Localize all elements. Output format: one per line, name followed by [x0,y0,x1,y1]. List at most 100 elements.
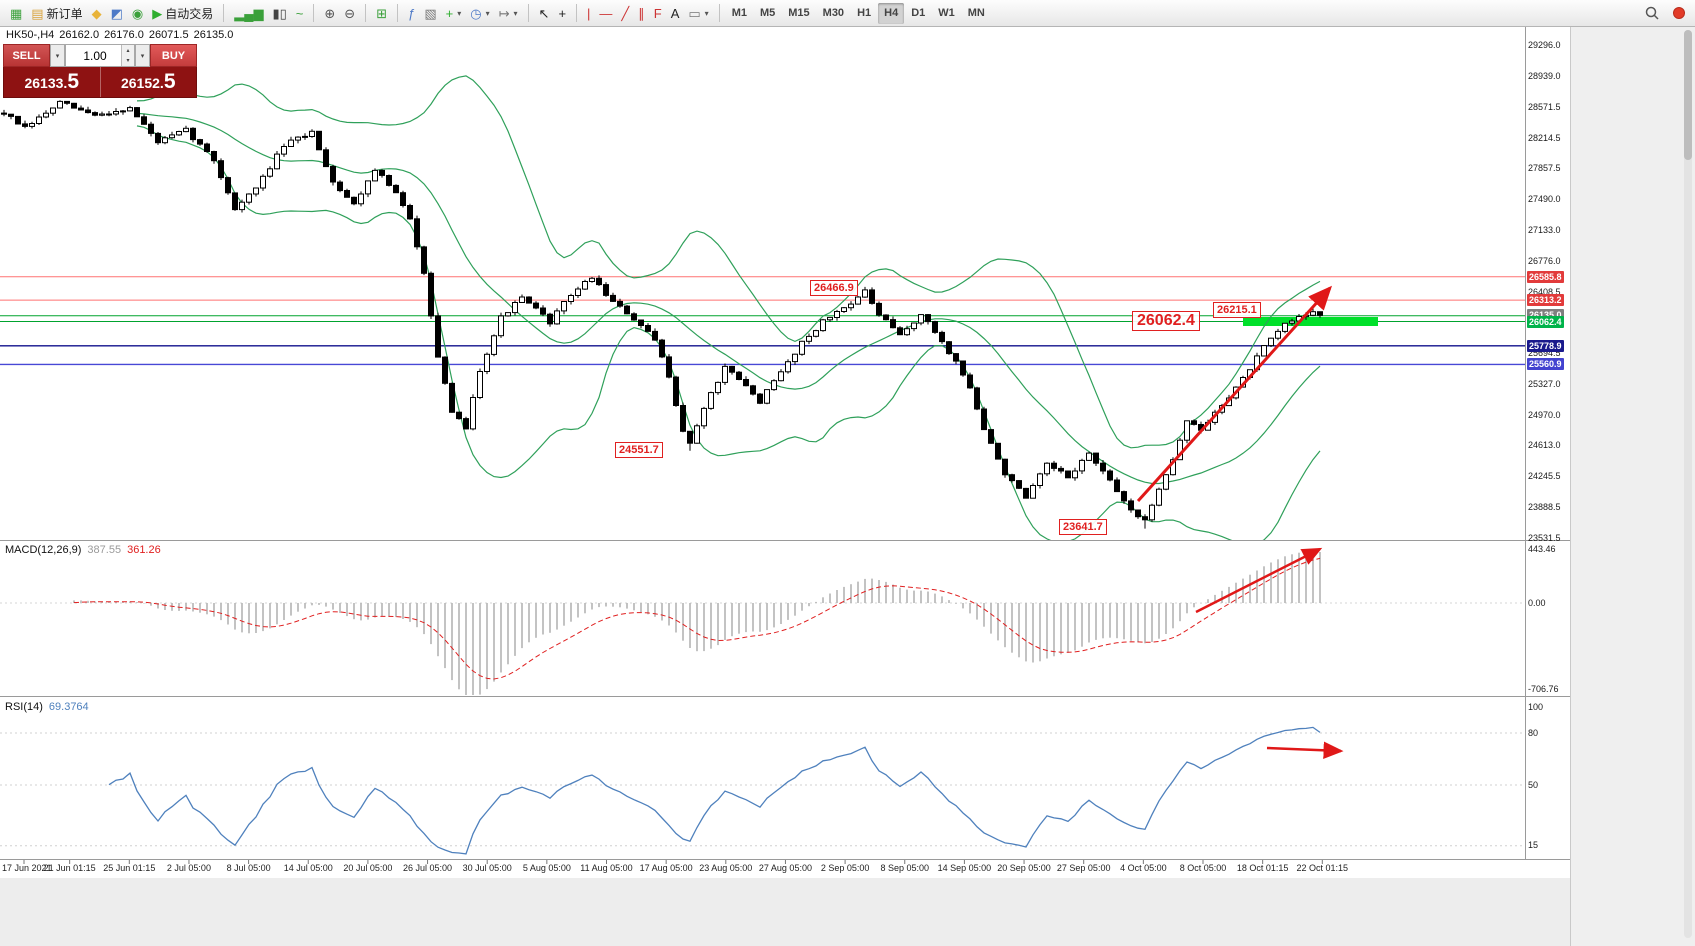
axis-label: 24245.5 [1528,471,1561,481]
timeframe-m15[interactable]: M15 [788,7,810,19]
sell-button[interactable]: SELL [3,44,50,67]
cursor-button[interactable]: ↖ [535,3,554,24]
low-value: 26071.5 [148,29,189,41]
dropdown-caret-icon: ▾ [704,8,709,18]
price-annotation[interactable]: 26215.1 [1213,302,1261,318]
cursor-icon: ↖ [538,5,550,21]
chart-ohlc-info: HK50-,H4 26162.0 26176.0 26071.5 26135.0 [6,29,238,41]
time-axis-label: 20 Jul 05:00 [343,863,393,873]
sell-dropdown[interactable]: ▾ [50,44,65,67]
timeframe-h4[interactable]: H4 [878,2,905,24]
time-axis-label: 26 Jul 05:00 [403,863,453,873]
toolbar-right [1641,3,1689,24]
buy-price[interactable]: 26152. 5 [120,70,176,93]
trend-arrow[interactable] [1195,547,1323,614]
tile-windows-button[interactable]: ⊞ [372,3,391,24]
line-chart-mode-button[interactable]: ~ [292,3,308,24]
objects-icon: ▧ [424,5,437,21]
toolbar-separator [397,4,399,22]
support-zone-highlight[interactable] [1243,317,1378,326]
profiles-button[interactable]: ◆ [88,3,106,24]
axis-label: 24613.0 [1528,440,1561,450]
candlestick-mode-button[interactable]: ▮▯ [268,3,290,24]
macd-signal-line [73,557,1321,680]
axis-label: 50 [1528,780,1539,790]
community-button[interactable]: ◉ [128,3,147,24]
periods-button[interactable]: ◷ ▾ [466,3,493,24]
axis-label: 25694.5 [1528,348,1561,358]
trend-arrow[interactable] [1266,741,1344,760]
price-annotation[interactable]: 26062.4 [1132,311,1200,331]
vertical-scrollbar[interactable] [1684,30,1692,938]
horizontal-lines[interactable] [0,276,1525,366]
text-icon: A [670,5,680,21]
timeframe-m1[interactable]: M1 [731,7,747,19]
buy-button[interactable]: BUY [150,44,197,67]
timeframe-mn[interactable]: MN [967,7,985,19]
volume-input[interactable] [66,45,134,66]
chart-window-button[interactable]: ▦ [6,3,26,24]
zoom-out-button[interactable]: ⊖ [340,3,359,24]
price-tag: 26585.8 [1527,271,1564,283]
toolbar-separator [223,4,225,22]
chart-shift-button[interactable]: ↦ ▾ [495,3,522,24]
bar-chart-mode-button[interactable]: ▂▄▆ [230,3,267,24]
horizontal-line-button[interactable]: — [595,3,616,24]
volume-up-button[interactable]: ▴ [122,45,134,56]
timeframe-h1[interactable]: H1 [857,7,872,19]
channel-button[interactable]: ∥ [634,3,649,24]
text-button[interactable]: A [667,3,684,24]
time-axis-label: 17 Jun 2021 [2,863,52,873]
autotrade-button-label: 自动交易 [165,6,214,21]
search-button[interactable] [1641,3,1663,24]
market-watch-icon: ◩ [110,5,123,21]
toolbar-separator [718,4,720,22]
timeframe-m5[interactable]: M5 [759,7,776,19]
time-axis-label: 4 Oct 05:00 [1120,863,1167,873]
trend-arrow[interactable] [1136,285,1333,503]
price-tag: 26313.2 [1527,294,1564,306]
axis-label: 23531.5 [1528,533,1561,543]
toolbar-separator [576,4,578,22]
add-indicator-button[interactable]: + ▾ [442,3,466,24]
time-axis-label: 18 Oct 01:15 [1236,863,1289,873]
time-axis-label: 2 Sep 05:00 [820,863,870,873]
fibonacci-button[interactable]: F [650,3,666,24]
trendline-button[interactable]: ╱ [617,3,633,24]
axis-label: 100 [1528,702,1544,712]
price-annotation[interactable]: 24551.7 [615,442,663,458]
zoom-in-button[interactable]: ⊕ [320,3,339,24]
sell-price[interactable]: 26133. 5 [4,67,101,97]
timeframe-m30[interactable]: M30 [822,7,845,19]
time-axis-label: 17 Aug 05:00 [639,863,693,873]
price-tag: 25778.9 [1527,340,1564,352]
buy-dropdown[interactable]: ▾ [135,44,150,67]
scrollbar-thumb[interactable] [1684,30,1692,160]
toolbar-separator [365,4,367,22]
price-annotation[interactable]: 26466.9 [810,280,858,296]
time-axis-label: 27 Sep 05:00 [1056,863,1111,873]
new-order-button[interactable]: ▤ 新订单 [27,3,86,24]
objects-list-button[interactable]: ▧ [420,3,440,24]
notification-badge-icon[interactable] [1673,7,1685,19]
rsi-line [108,726,1321,855]
autotrade-button[interactable]: ▶ 自动交易 [148,3,217,24]
price-tag: 25560.9 [1527,358,1564,370]
chevron-down-icon: ▾ [55,52,60,60]
volume-down-button[interactable]: ▾ [122,55,134,66]
axis-label: 27857.5 [1528,163,1561,173]
clock-icon: ◷ [470,5,482,21]
axis-label: 27490.0 [1528,194,1561,204]
timeframe-d1[interactable]: D1 [911,7,926,19]
crosshair-button[interactable]: + [554,3,570,24]
shapes-button[interactable]: ▭ ▾ [684,3,712,24]
vertical-line-button[interactable]: | [583,3,594,24]
indicators-button[interactable]: ƒ [404,3,419,24]
time-axis-label: 27 Aug 05:00 [758,863,812,873]
time-axis-label: 8 Sep 05:00 [880,863,930,873]
timeframe-w1[interactable]: W1 [938,7,955,19]
market-watch-button[interactable]: ◩ [107,3,127,24]
price-annotation[interactable]: 23641.7 [1059,519,1107,535]
axis-label: 0.00 [1528,598,1546,608]
